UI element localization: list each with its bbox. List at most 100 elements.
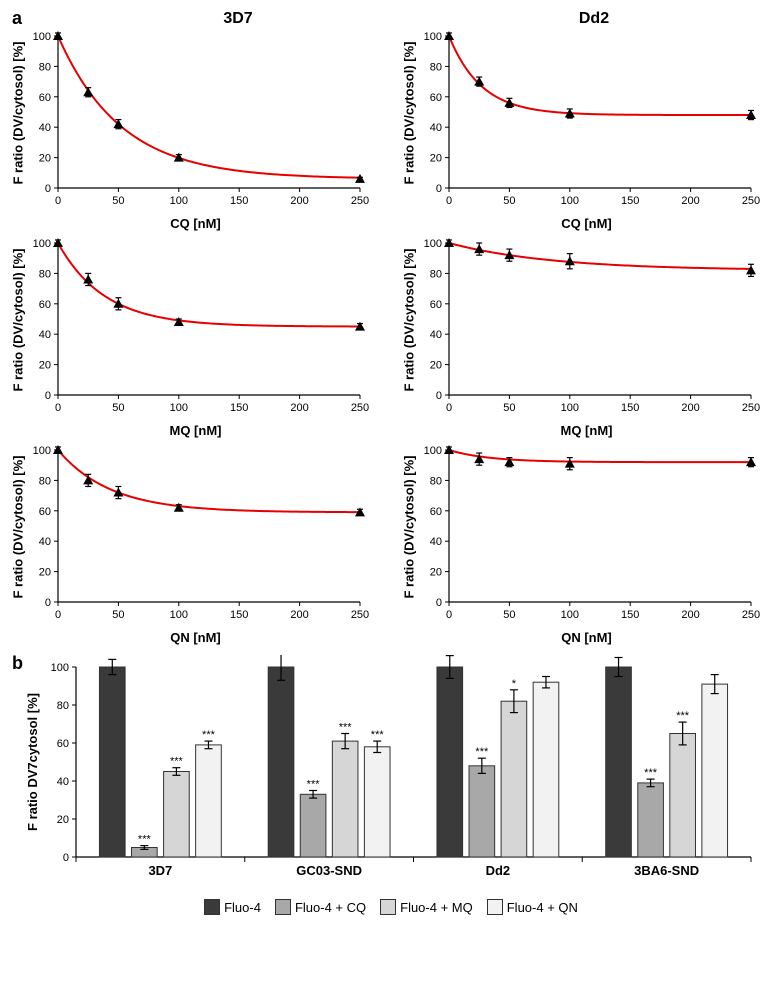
svg-text:150: 150 bbox=[230, 609, 248, 621]
svg-text:250: 250 bbox=[742, 609, 760, 621]
figure: a 3D7 Dd2 020406080100050100150200250F r… bbox=[10, 10, 772, 915]
svg-text:0: 0 bbox=[45, 183, 51, 195]
x-axis-label: CQ [nM] bbox=[10, 216, 381, 231]
svg-text:0: 0 bbox=[63, 852, 69, 864]
y-axis-label: F ratio (DV/cytosol) [%] bbox=[11, 248, 26, 391]
svg-text:200: 200 bbox=[681, 609, 699, 621]
svg-text:***: *** bbox=[371, 729, 385, 741]
svg-text:60: 60 bbox=[57, 738, 69, 750]
svg-text:0: 0 bbox=[45, 597, 51, 609]
legend-item: Fluo-4 + CQ bbox=[275, 899, 366, 915]
svg-text:200: 200 bbox=[681, 195, 699, 207]
svg-text:***: *** bbox=[202, 729, 216, 741]
svg-text:200: 200 bbox=[681, 402, 699, 414]
svg-text:3D7: 3D7 bbox=[148, 863, 172, 878]
svg-text:40: 40 bbox=[39, 329, 51, 341]
y-axis-label: F ratio (DV/cytosol) [%] bbox=[402, 248, 417, 391]
svg-text:***: *** bbox=[307, 779, 321, 791]
svg-text:Dd2: Dd2 bbox=[486, 863, 511, 878]
line-chart: 020406080100050100150200250F ratio (DV/c… bbox=[401, 28, 772, 231]
svg-text:40: 40 bbox=[39, 536, 51, 548]
svg-text:GC03-SND: GC03-SND bbox=[296, 863, 362, 878]
svg-text:20: 20 bbox=[430, 153, 442, 165]
y-axis-label: F ratio (DV/cytosol) [%] bbox=[11, 455, 26, 598]
svg-text:250: 250 bbox=[742, 195, 760, 207]
panel-b: b 0 20 40 60 80 100 F ratio DV7cytosol [%] 3D7 *… bbox=[10, 655, 772, 915]
svg-text:***: *** bbox=[644, 767, 658, 779]
svg-text:150: 150 bbox=[230, 195, 248, 207]
svg-text:100: 100 bbox=[33, 238, 51, 250]
svg-text:0: 0 bbox=[436, 390, 442, 402]
svg-text:50: 50 bbox=[112, 195, 124, 207]
x-axis-label: MQ [nM] bbox=[10, 423, 381, 438]
y-axis-label: F ratio (DV/cytosol) [%] bbox=[402, 41, 417, 184]
svg-text:100: 100 bbox=[561, 402, 579, 414]
svg-text:F ratio DV7cytosol [%]: F ratio DV7cytosol [%] bbox=[25, 693, 40, 831]
svg-text:40: 40 bbox=[430, 122, 442, 134]
svg-text:40: 40 bbox=[430, 329, 442, 341]
svg-text:*: * bbox=[512, 678, 517, 690]
line-chart: 020406080100050100150200250F ratio (DV/c… bbox=[401, 442, 772, 645]
svg-text:250: 250 bbox=[351, 195, 369, 207]
svg-text:100: 100 bbox=[170, 609, 188, 621]
line-chart: 020406080100050100150200250F ratio (DV/c… bbox=[401, 235, 772, 438]
svg-text:***: *** bbox=[475, 746, 489, 758]
legend-item: Fluo-4 + MQ bbox=[380, 899, 473, 915]
svg-text:60: 60 bbox=[430, 92, 442, 104]
svg-text:0: 0 bbox=[436, 597, 442, 609]
svg-text:80: 80 bbox=[57, 700, 69, 712]
x-axis-label: QN [nM] bbox=[401, 630, 772, 645]
svg-text:20: 20 bbox=[57, 814, 69, 826]
svg-text:50: 50 bbox=[503, 402, 515, 414]
svg-text:20: 20 bbox=[430, 567, 442, 579]
panel-b-chart-container: 020406080100F ratio DV7cytosol [%]3D7***… bbox=[10, 655, 772, 895]
svg-text:0: 0 bbox=[55, 402, 61, 414]
svg-text:60: 60 bbox=[39, 506, 51, 518]
svg-text:100: 100 bbox=[424, 445, 442, 457]
col-title-3d7: 3D7 bbox=[60, 10, 416, 28]
svg-text:60: 60 bbox=[39, 299, 51, 311]
svg-text:0: 0 bbox=[446, 609, 452, 621]
svg-text:0: 0 bbox=[55, 195, 61, 207]
line-chart: 020406080100050100150200250F ratio (DV/c… bbox=[10, 442, 381, 645]
svg-text:100: 100 bbox=[33, 445, 51, 457]
col-title-dd2: Dd2 bbox=[416, 10, 772, 28]
svg-text:80: 80 bbox=[39, 61, 51, 73]
svg-text:200: 200 bbox=[290, 195, 308, 207]
svg-text:250: 250 bbox=[351, 402, 369, 414]
svg-text:0: 0 bbox=[446, 402, 452, 414]
svg-text:150: 150 bbox=[621, 609, 639, 621]
svg-text:50: 50 bbox=[503, 609, 515, 621]
svg-text:20: 20 bbox=[39, 153, 51, 165]
svg-text:100: 100 bbox=[51, 662, 69, 674]
svg-text:50: 50 bbox=[503, 195, 515, 207]
svg-text:40: 40 bbox=[57, 776, 69, 788]
svg-text:0: 0 bbox=[436, 183, 442, 195]
svg-text:20: 20 bbox=[39, 360, 51, 372]
svg-text:80: 80 bbox=[39, 475, 51, 487]
svg-text:50: 50 bbox=[112, 402, 124, 414]
x-axis-label: MQ [nM] bbox=[401, 423, 772, 438]
legend-item: Fluo-4 bbox=[204, 899, 261, 915]
svg-text:80: 80 bbox=[430, 475, 442, 487]
svg-text:80: 80 bbox=[430, 268, 442, 280]
svg-text:250: 250 bbox=[351, 609, 369, 621]
svg-text:***: *** bbox=[138, 834, 152, 846]
svg-text:200: 200 bbox=[290, 402, 308, 414]
svg-text:3BA6-SND: 3BA6-SND bbox=[634, 863, 699, 878]
panel-a-grid: 020406080100050100150200250F ratio (DV/c… bbox=[10, 28, 772, 645]
svg-text:100: 100 bbox=[424, 31, 442, 43]
svg-text:60: 60 bbox=[430, 506, 442, 518]
svg-text:***: *** bbox=[676, 710, 690, 722]
panel-b-label: b bbox=[12, 653, 23, 674]
svg-text:60: 60 bbox=[430, 299, 442, 311]
svg-text:100: 100 bbox=[424, 238, 442, 250]
svg-text:80: 80 bbox=[430, 61, 442, 73]
svg-text:80: 80 bbox=[39, 268, 51, 280]
svg-text:20: 20 bbox=[430, 360, 442, 372]
panel-a: a 3D7 Dd2 020406080100050100150200250F r… bbox=[10, 10, 772, 645]
panel-a-label: a bbox=[12, 8, 22, 29]
svg-text:***: *** bbox=[170, 756, 184, 768]
legend: Fluo-4Fluo-4 + CQFluo-4 + MQFluo-4 + QN bbox=[10, 899, 772, 915]
svg-text:***: *** bbox=[339, 722, 353, 734]
